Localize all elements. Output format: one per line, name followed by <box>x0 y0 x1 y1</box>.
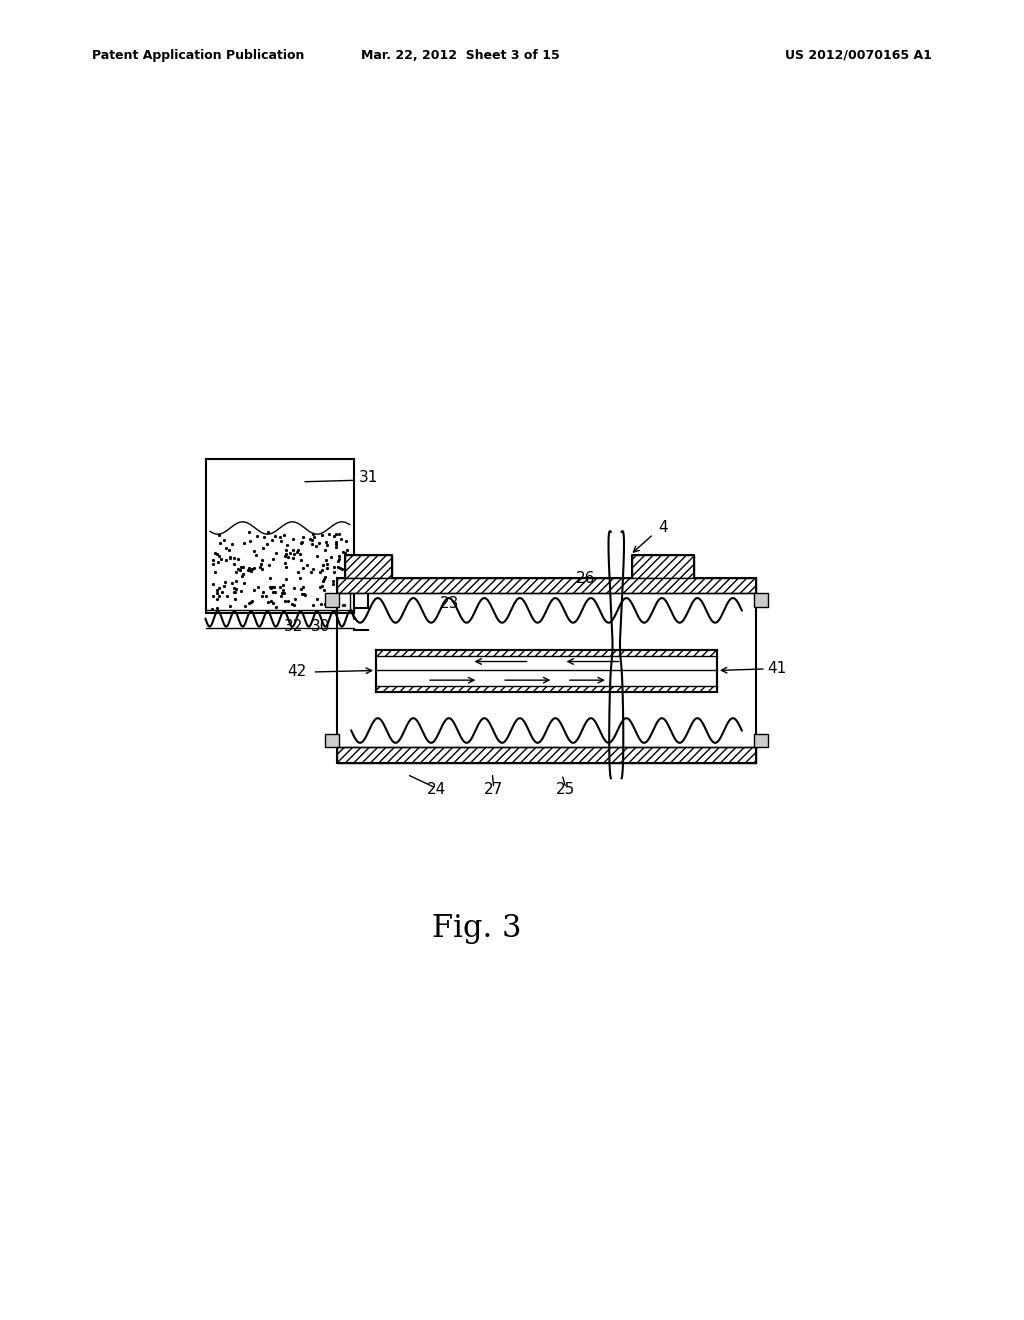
Bar <box>337 578 756 594</box>
Bar <box>632 554 693 578</box>
Bar <box>755 734 768 747</box>
Bar <box>376 686 717 692</box>
Text: 27: 27 <box>484 783 504 797</box>
Bar <box>325 734 339 747</box>
Bar <box>345 554 391 578</box>
Bar <box>376 649 717 656</box>
Text: 25: 25 <box>556 783 575 797</box>
Text: 24: 24 <box>427 783 446 797</box>
Text: 32: 32 <box>285 619 303 634</box>
Text: 4: 4 <box>658 520 668 536</box>
Bar <box>376 649 717 692</box>
Text: Patent Application Publication: Patent Application Publication <box>92 49 304 62</box>
Text: Mar. 22, 2012  Sheet 3 of 15: Mar. 22, 2012 Sheet 3 of 15 <box>361 49 560 62</box>
Bar <box>325 594 339 607</box>
Text: 31: 31 <box>358 470 378 486</box>
Text: 42: 42 <box>287 664 306 680</box>
Text: 23: 23 <box>440 595 460 611</box>
Text: 26: 26 <box>575 570 595 586</box>
Bar <box>755 594 768 607</box>
Text: US 2012/0070165 A1: US 2012/0070165 A1 <box>785 49 932 62</box>
Text: Fig. 3: Fig. 3 <box>432 913 521 944</box>
Bar <box>337 747 756 763</box>
Text: 41: 41 <box>767 661 786 676</box>
Bar <box>206 459 354 612</box>
Text: 30: 30 <box>310 619 330 634</box>
